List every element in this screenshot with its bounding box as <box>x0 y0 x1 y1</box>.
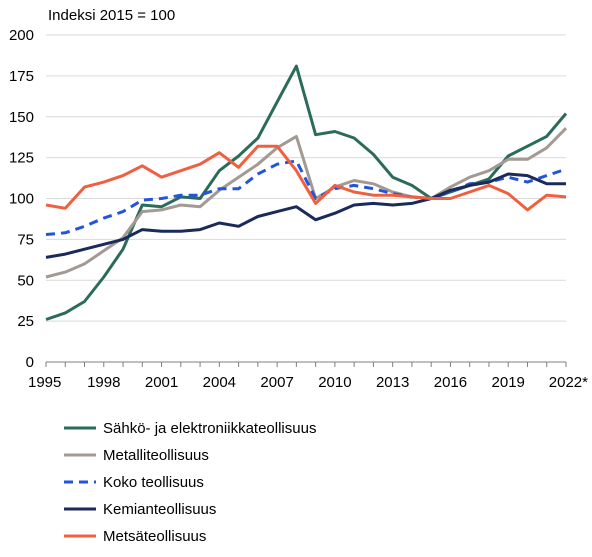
y-axis-labels: 0 25 50 75 100 125 150 175 200 <box>9 27 34 371</box>
x-tick-label: 2016 <box>434 374 467 391</box>
series-line-4 <box>45 172 566 259</box>
x-tick-label: 2010 <box>318 374 351 391</box>
series-line-5 <box>45 144 567 212</box>
series-lines <box>45 64 568 321</box>
x-tick-label: 2001 <box>145 374 178 391</box>
x-tick-label: 2019 <box>492 374 525 391</box>
y-tick-label: 0 <box>26 354 34 371</box>
unit-label: Indeksi 2015 = 100 <box>48 7 175 24</box>
series-line-2 <box>45 127 568 279</box>
y-tick-label: 100 <box>9 191 34 208</box>
legend-label: Metalliteollisuus <box>103 447 209 464</box>
series-line-1 <box>45 64 568 321</box>
x-tick-label: 2007 <box>260 374 293 391</box>
series-line-3 <box>45 159 567 236</box>
y-tick-label: 150 <box>9 109 34 126</box>
y-tick-label: 200 <box>9 27 34 44</box>
x-axis: 1995 1998 2001 2004 2007 2010 2013 2016 2019 2022… <box>28 361 588 391</box>
x-tick-label: 1995 <box>28 374 61 391</box>
legend-label: Kemianteollisuus <box>103 501 216 518</box>
x-tick-label: 2004 <box>203 374 236 391</box>
legend-label: Sähkö- ja elektroniikkateollisuus <box>103 420 316 437</box>
x-tick-label: 1998 <box>87 374 120 391</box>
x-tick-label: 2013 <box>376 374 409 391</box>
legend: Sähkö- ja elektroniikkateollisuus Metalli… <box>64 420 316 545</box>
y-tick-label: 75 <box>17 231 34 248</box>
legend-label: Metsäteollisuus <box>103 528 206 545</box>
y-tick-label: 175 <box>9 68 34 85</box>
y-tick-label: 125 <box>9 150 34 167</box>
y-tick-label: 50 <box>17 272 34 289</box>
legend-label: Koko teollisuus <box>103 474 204 491</box>
gridlines <box>46 34 566 322</box>
x-tick-label: 2022* <box>549 374 588 391</box>
y-tick-label: 25 <box>17 313 34 330</box>
